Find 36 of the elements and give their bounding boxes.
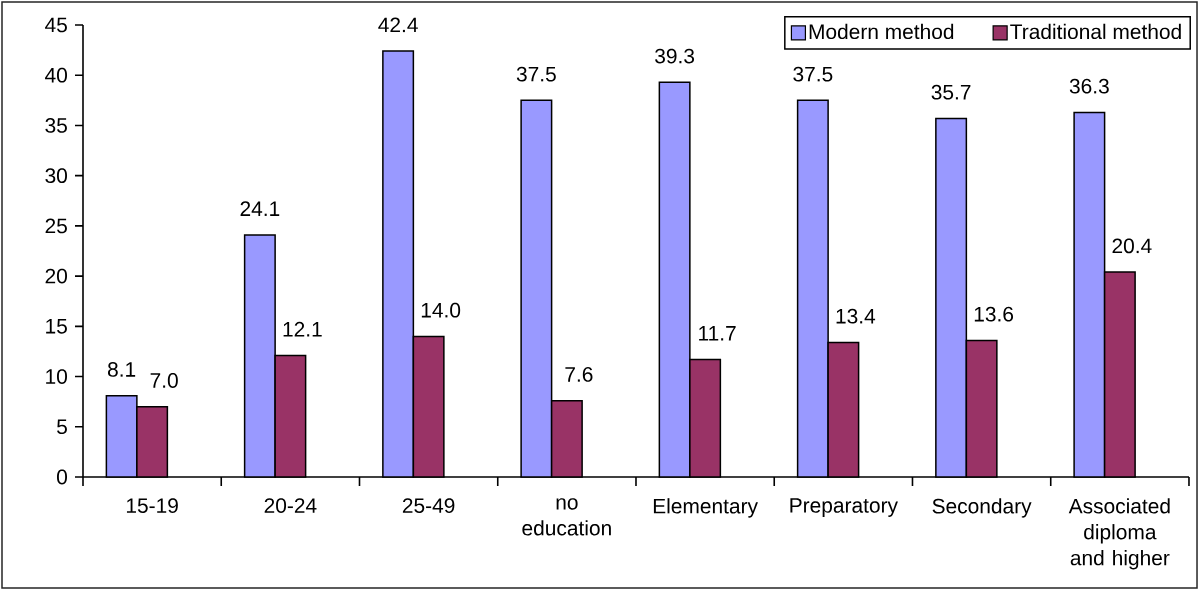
data-label: 7.0 [150,373,178,388]
y-tick-label: 35 [45,118,67,133]
data-label: 14.0 [421,302,461,318]
legend-label: Modern method [809,23,954,40]
data-label: 12.1 [283,321,322,337]
x-tick-label: no education [522,498,611,536]
y-tick-label: 0 [57,469,68,485]
x-tick-label: 15-19 [126,498,178,513]
data-label: 11.7 [699,326,736,341]
data-label: 8.1 [107,362,136,377]
data-label: 39.3 [655,48,695,64]
y-tick-label: 20 [45,268,67,284]
data-label: 7.6 [565,367,593,382]
y-tick-label: 15 [46,319,67,334]
x-tick-label: Elementary [653,498,758,518]
data-label: 36.3 [1069,78,1109,94]
data-label: 13.6 [974,306,1014,322]
y-tick-label: 40 [45,67,67,83]
data-label: 37.5 [793,66,833,82]
y-tick-label: 45 [45,17,67,33]
data-label: 35.7 [931,84,971,100]
x-tick-label: 20-24 [264,498,317,513]
y-tick-label: 30 [45,168,67,184]
legend-label: Traditional method [1010,23,1181,40]
x-tick-label: Preparatory [790,498,898,517]
data-label: 37.5 [516,66,556,82]
y-tick-label: 5 [57,419,67,435]
x-tick-label: Secondary [932,498,1032,518]
data-label: 24.1 [240,201,280,216]
data-label: 42.4 [378,17,418,33]
y-tick-label: 25 [45,218,67,234]
data-label: 20.4 [1112,238,1152,254]
y-tick-label: 10 [46,369,67,384]
x-tick-label: Associated diploma and higher [1068,498,1170,570]
data-label: 13.4 [836,308,876,324]
x-tick-label: 25-49 [402,498,455,513]
